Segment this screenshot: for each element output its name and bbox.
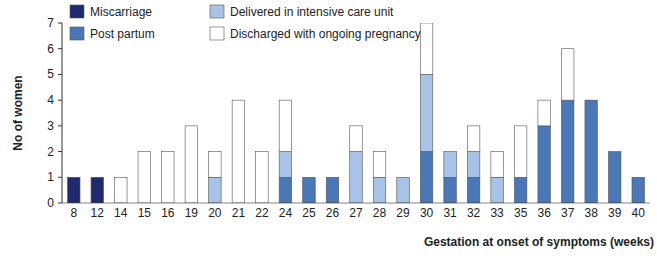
y-tick bbox=[58, 151, 62, 152]
bar-segment bbox=[209, 177, 222, 203]
bar-segment bbox=[279, 177, 292, 203]
bar-segment bbox=[303, 177, 316, 203]
y-tick bbox=[58, 23, 62, 24]
y-tick-label: 6 bbox=[47, 42, 54, 56]
bar-segment bbox=[467, 152, 480, 178]
bar-segment bbox=[185, 126, 198, 203]
bar-segment bbox=[420, 23, 433, 74]
y-tick-label: 1 bbox=[47, 170, 54, 184]
bar-segment bbox=[68, 177, 81, 203]
x-axis-line bbox=[62, 203, 650, 204]
x-tick-label: 35 bbox=[514, 206, 528, 220]
x-tick-label: 24 bbox=[279, 206, 293, 220]
bar-segment bbox=[138, 152, 151, 203]
bar-segment bbox=[608, 152, 621, 203]
x-tick-label: 20 bbox=[208, 206, 222, 220]
bar-segment bbox=[444, 177, 457, 203]
x-axis-title: Gestation at onset of symptoms (weeks) bbox=[424, 235, 654, 249]
bar-segment bbox=[538, 100, 551, 126]
legend-swatch bbox=[70, 27, 84, 40]
bar-segment bbox=[561, 49, 574, 100]
x-tick-label: 22 bbox=[255, 206, 269, 220]
x-tick-label: 25 bbox=[302, 206, 316, 220]
legend-label: Miscarriage bbox=[90, 5, 152, 19]
bar-segment bbox=[514, 126, 527, 177]
x-tick-label: 12 bbox=[91, 206, 105, 220]
bar-segment bbox=[585, 100, 598, 203]
bar-segment bbox=[420, 74, 433, 151]
x-tick-label: 28 bbox=[373, 206, 387, 220]
bar-segment bbox=[326, 177, 339, 203]
y-tick-label: 0 bbox=[47, 196, 54, 210]
y-tick-label: 3 bbox=[47, 119, 54, 133]
bar-segment bbox=[91, 177, 104, 203]
x-tick-label: 32 bbox=[467, 206, 481, 220]
x-tick-label: 38 bbox=[585, 206, 599, 220]
bar-segment bbox=[491, 177, 504, 203]
bar-segment bbox=[632, 177, 645, 203]
x-tick-label: 36 bbox=[537, 206, 551, 220]
bar-segment bbox=[491, 152, 504, 178]
bar-segment bbox=[373, 177, 386, 203]
x-tick-label: 27 bbox=[349, 206, 363, 220]
x-tick-label: 40 bbox=[632, 206, 646, 220]
bar-segment bbox=[538, 126, 551, 203]
legend: Miscarriage Post partum Delivered in inten… bbox=[70, 5, 421, 41]
legend-swatch bbox=[210, 27, 224, 40]
x-tick-label: 16 bbox=[161, 206, 175, 220]
bar-segment bbox=[115, 177, 128, 203]
bar-segment bbox=[467, 126, 480, 152]
y-tick-label: 2 bbox=[47, 145, 54, 159]
x-tick-label: 31 bbox=[443, 206, 457, 220]
x-tick-label: 19 bbox=[185, 206, 199, 220]
x-tick-label: 39 bbox=[608, 206, 622, 220]
legend-swatch bbox=[210, 5, 224, 18]
x-tick-label: 29 bbox=[396, 206, 410, 220]
legend-swatch bbox=[70, 5, 84, 18]
bar-segment bbox=[561, 100, 574, 203]
bar-segment bbox=[397, 177, 410, 203]
bar-segment bbox=[467, 177, 480, 203]
bar-segment bbox=[514, 177, 527, 203]
bar-segment bbox=[162, 152, 175, 203]
x-tick-label: 15 bbox=[138, 206, 152, 220]
y-tick bbox=[58, 48, 62, 49]
y-tick bbox=[58, 203, 62, 204]
x-tick-label: 21 bbox=[232, 206, 246, 220]
y-tick-label: 4 bbox=[47, 93, 54, 107]
y-tick bbox=[58, 177, 62, 178]
y-tick-label: 5 bbox=[47, 67, 54, 81]
bar-segment bbox=[209, 152, 222, 178]
legend-label: Discharged with ongoing pregnancy bbox=[230, 27, 421, 41]
bar-segment bbox=[350, 126, 363, 152]
bar-segment bbox=[256, 152, 268, 203]
bar-segment bbox=[373, 152, 386, 178]
y-tick bbox=[58, 74, 62, 75]
chart: 0123456781214151619202122242526272829303… bbox=[0, 0, 657, 256]
y-tick bbox=[58, 100, 62, 101]
bar-segment bbox=[420, 152, 433, 203]
bar-segment bbox=[350, 152, 363, 203]
y-tick-label: 7 bbox=[47, 16, 54, 30]
bar-segment bbox=[279, 100, 292, 151]
x-tick-label: 30 bbox=[420, 206, 434, 220]
legend-label: Post partum bbox=[90, 27, 155, 41]
x-tick-label: 8 bbox=[70, 206, 77, 220]
legend-label: Delivered in intensive care unit bbox=[230, 5, 394, 19]
x-tick-label: 14 bbox=[114, 206, 128, 220]
y-axis-line bbox=[62, 23, 63, 203]
bar-segment bbox=[444, 152, 457, 178]
bar-segment bbox=[232, 100, 245, 203]
y-tick bbox=[58, 125, 62, 126]
x-tick-label: 26 bbox=[326, 206, 340, 220]
bars bbox=[68, 23, 645, 203]
bar-segment bbox=[279, 152, 292, 178]
x-tick-label: 33 bbox=[490, 206, 504, 220]
y-axis-title: No of women bbox=[11, 75, 25, 150]
x-tick-label: 37 bbox=[561, 206, 575, 220]
